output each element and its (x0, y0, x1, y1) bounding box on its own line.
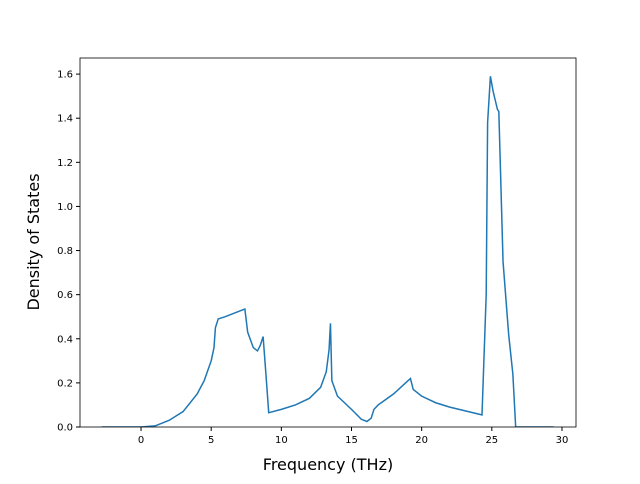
plot-frame (79, 57, 577, 428)
x-tick-label: 5 (208, 435, 214, 446)
y-tick-label: 1.6 (57, 70, 73, 81)
x-tick-label: 30 (556, 435, 569, 446)
y-axis-label: Density of States (24, 173, 43, 310)
y-tick-label: 1.0 (57, 202, 73, 213)
y-tick-label: 0.8 (57, 246, 73, 257)
x-tick-label: 20 (415, 435, 428, 446)
y-tick-label: 0.0 (57, 423, 73, 434)
y-tick-label: 0.6 (57, 290, 73, 301)
line (101, 76, 554, 427)
x-axis-label: Frequency (THz) (263, 455, 393, 474)
x-tick-label: 0 (138, 435, 144, 446)
x-tick-label: 15 (345, 435, 358, 446)
x-tick-label: 10 (275, 435, 288, 446)
y-tick-label: 1.4 (57, 114, 73, 125)
x-tick-label: 25 (485, 435, 498, 446)
y-tick-label: 0.2 (57, 378, 73, 389)
y-tick-label: 0.4 (57, 334, 73, 345)
y-tick-label: 1.2 (57, 158, 73, 169)
